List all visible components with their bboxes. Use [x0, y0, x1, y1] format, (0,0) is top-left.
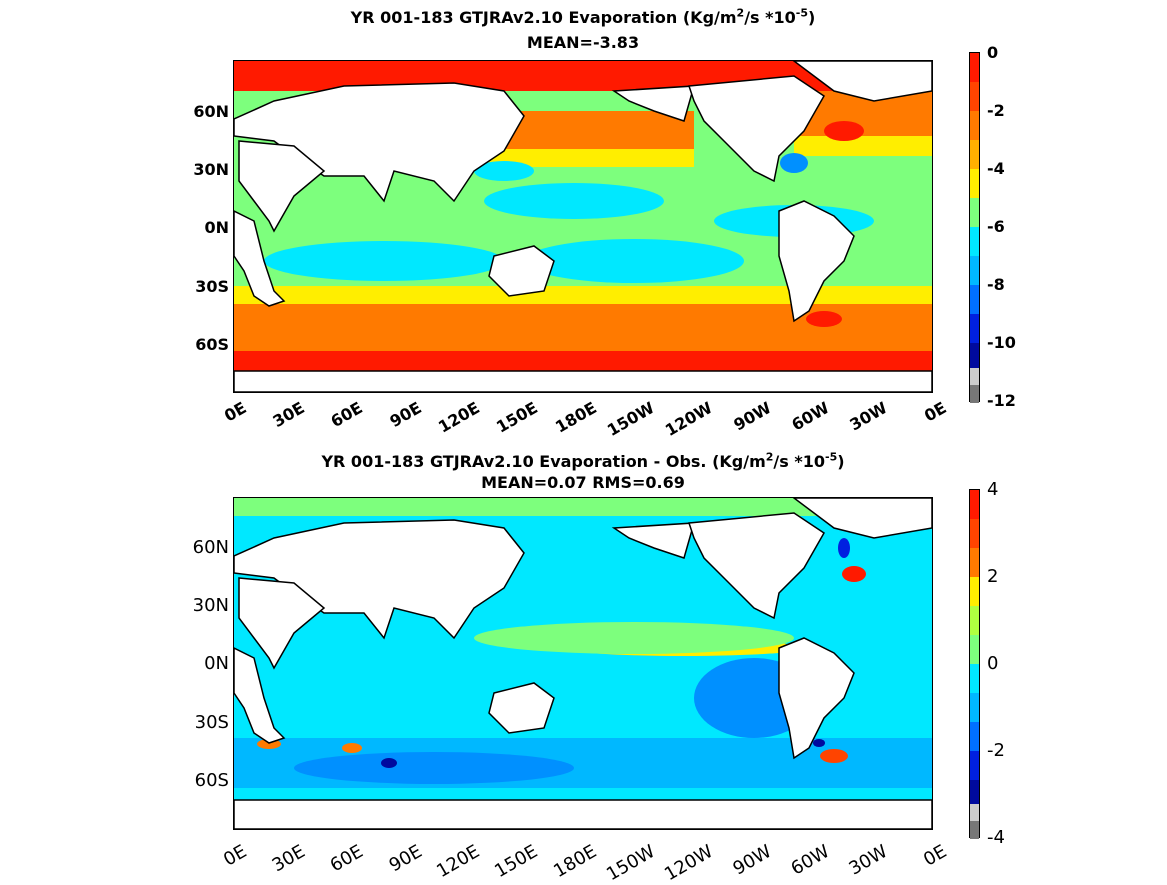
lon-label: 90W [730, 398, 775, 435]
map-field [234, 61, 932, 392]
colorbar-tick: -2 [987, 740, 1005, 761]
lon-label: 120E [434, 398, 483, 437]
lat-label: 60N [192, 537, 229, 558]
lon-label: 120E [433, 841, 484, 883]
lon-label: 0E [220, 398, 250, 426]
world-map [233, 60, 933, 393]
lon-label: 30W [846, 398, 891, 435]
lon-label: 150E [491, 841, 542, 883]
lon-label: 30W [845, 841, 892, 880]
colorbar-tick: 4 [987, 479, 999, 500]
lat-label: 60S [195, 335, 229, 354]
lon-label: 30E [269, 398, 308, 432]
colorbar-tick: -2 [987, 101, 1005, 120]
lon-label: 30E [268, 841, 309, 877]
lon-label: 150W [603, 398, 658, 440]
lat-label: 60S [194, 770, 229, 791]
colorbar-tick: 0 [987, 43, 999, 62]
lat-label: 0N [204, 218, 229, 237]
map-field [234, 498, 932, 829]
lat-label: 30S [194, 712, 229, 733]
lon-label: 0E [220, 841, 251, 871]
lat-label: 30N [192, 595, 229, 616]
lon-label: 150E [492, 398, 541, 437]
lon-label: 90E [386, 398, 425, 432]
lat-label: 30N [193, 160, 229, 179]
colorbar-tick: -10 [987, 333, 1016, 352]
lat-label: 30S [195, 277, 229, 296]
lon-label: 180E [551, 398, 600, 437]
colorbar-tick: -8 [987, 275, 1005, 294]
lon-label: 60E [327, 398, 366, 432]
panel-subtitle: MEAN=-3.83 [526, 33, 640, 52]
lon-label: 150W [602, 841, 659, 885]
evaporation-panel: YR 001-183 GTJRAv2.10 Evaporation (Kg/m2… [0, 0, 1167, 440]
lon-label: 90E [385, 841, 426, 877]
lon-label: 90W [729, 841, 776, 880]
lon-label: 120W [660, 841, 717, 885]
lon-label: 180E [550, 841, 601, 883]
lon-label: 60W [788, 398, 833, 435]
lon-label: 0E [920, 841, 951, 871]
panel-title: YR 001-183 GTJRAv2.10 Evaporation - Obs.… [321, 450, 845, 471]
colorbar-tick: -4 [987, 827, 1005, 848]
world-map [233, 497, 933, 830]
panel-title: YR 001-183 GTJRAv2.10 Evaporation (Kg/m2… [350, 6, 816, 27]
lat-label: 60N [193, 102, 229, 121]
colorbar-tick: 0 [987, 653, 999, 674]
colorbar [969, 52, 980, 403]
colorbar-tick: 2 [987, 566, 999, 587]
colorbar-tick: -12 [987, 391, 1016, 410]
colorbar-tick: -4 [987, 159, 1005, 178]
panel-subtitle: MEAN=0.07 RMS=0.69 [481, 473, 685, 492]
lon-label: 60E [326, 841, 367, 877]
colorbar-tick: -6 [987, 217, 1005, 236]
colorbar [969, 489, 980, 839]
lon-label: 0E [920, 398, 950, 426]
lon-label: 60W [787, 841, 834, 880]
evaporation-bias-panel: YR 001-183 GTJRAv2.10 Evaporation - Obs.… [0, 437, 1167, 885]
lat-label: 0N [204, 653, 229, 674]
lon-label: 120W [661, 398, 716, 440]
